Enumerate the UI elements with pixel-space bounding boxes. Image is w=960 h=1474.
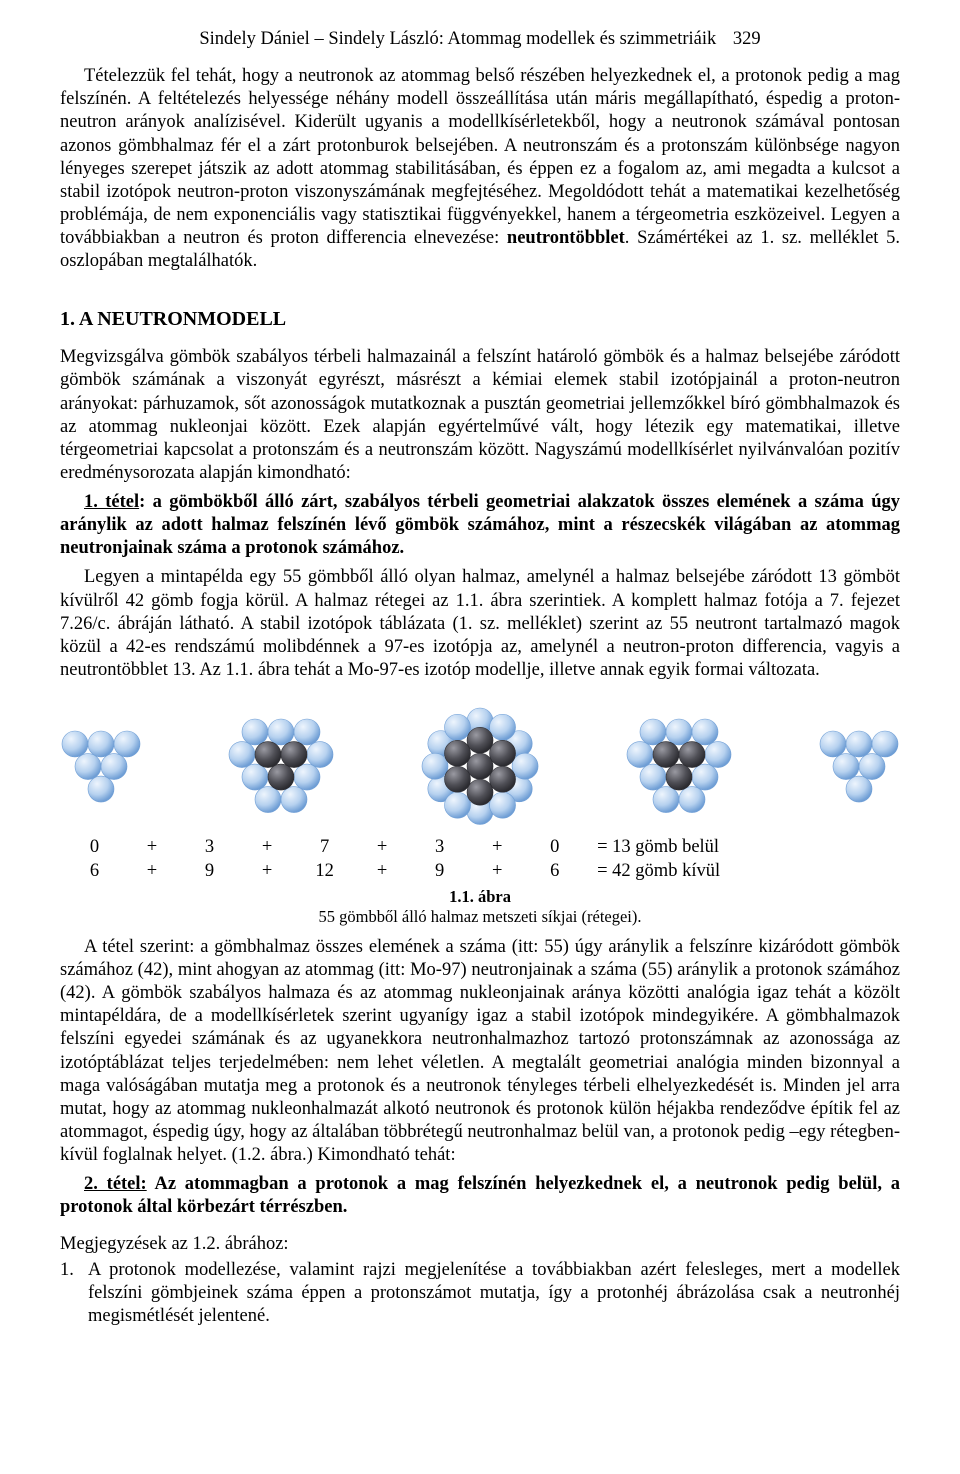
- plus-icon: +: [474, 860, 520, 883]
- plus-icon: +: [244, 836, 290, 859]
- plus-icon: +: [129, 836, 175, 859]
- running-header: Sindely Dániel – Sindely László: Atommag…: [60, 28, 900, 51]
- sphere-cluster-icon: [625, 717, 733, 815]
- inner-v1: 3: [175, 836, 244, 859]
- sphere-cluster-icon: [60, 729, 142, 804]
- inner-v0: 0: [60, 836, 129, 859]
- figure-caption: 1.1. ábra 55 gömbből álló halmaz metszet…: [60, 887, 900, 928]
- plus-icon: +: [244, 860, 290, 883]
- plus-icon: +: [359, 836, 405, 859]
- outer-v1: 9: [175, 860, 244, 883]
- outer-v3: 9: [405, 860, 474, 883]
- figure-caption-title: 1.1. ábra: [449, 887, 511, 906]
- running-header-text: Sindely Dániel – Sindely László: Atommag…: [199, 29, 716, 49]
- note-1: 1. A protonok modellezése, valamint rajz…: [60, 1259, 900, 1328]
- page-number: 329: [733, 28, 761, 51]
- figure-cluster: [818, 729, 900, 804]
- note-1-text: A protonok modellezése, valamint rajzi m…: [88, 1259, 900, 1328]
- figure-cluster: [420, 706, 540, 826]
- paragraph-intro-a: Tételezzük fel tehát, hogy a neutronok a…: [60, 66, 900, 248]
- thesis-1-text: : a gömbökből álló zárt, szabályos térbe…: [60, 492, 900, 558]
- inner-v4: 0: [520, 836, 589, 859]
- thesis-2: 2. tétel: Az atommagban a protonok a mag…: [60, 1173, 900, 1219]
- figure-caption-text: 55 gömbből álló halmaz metszeti síkjai (…: [318, 907, 641, 926]
- plus-icon: +: [129, 860, 175, 883]
- inner-v3: 3: [405, 836, 474, 859]
- plus-icon: +: [359, 860, 405, 883]
- paragraph-2: Megvizsgálva gömbök szabályos térbeli ha…: [60, 346, 900, 485]
- note-1-marker: 1.: [60, 1259, 88, 1328]
- thesis-1: 1. tétel: a gömbökből álló zárt, szabály…: [60, 491, 900, 560]
- sum-row-inner: 0 + 3 + 7 + 3 + 0 = 13 gömb belül: [60, 836, 900, 859]
- figure-cluster: [625, 717, 733, 815]
- term-neutrontobblet: neutrontöbblet: [507, 228, 625, 248]
- inner-result: = 13 gömb belül: [589, 836, 900, 859]
- outer-v0: 6: [60, 860, 129, 883]
- plus-icon: +: [474, 836, 520, 859]
- thesis-2-text: Az atommagban a protonok a mag felszínén…: [60, 1174, 900, 1217]
- outer-v4: 6: [520, 860, 589, 883]
- sum-row-outer: 6 + 9 + 12 + 9 + 6 = 42 gömb kívül: [60, 860, 900, 883]
- figure-1-1: 0 + 3 + 7 + 3 + 0 = 13 gömb belül 6 + 9 …: [60, 706, 900, 928]
- figure-cluster: [60, 729, 142, 804]
- figure-cluster: [227, 717, 335, 815]
- paragraph-intro: Tételezzük fel tehát, hogy a neutronok a…: [60, 65, 900, 273]
- outer-result: = 42 gömb kívül: [589, 860, 900, 883]
- notes-heading: Megjegyzések az 1.2. ábrához:: [60, 1233, 900, 1256]
- outer-v2: 12: [290, 860, 359, 883]
- paragraph-3: Legyen a mintapélda egy 55 gömbből álló …: [60, 566, 900, 682]
- paragraph-4: A tétel szerint: a gömbhalmaz összes ele…: [60, 936, 900, 1167]
- inner-v2: 7: [290, 836, 359, 859]
- thesis-2-label: 2. tétel:: [84, 1174, 147, 1194]
- sphere-cluster-icon: [818, 729, 900, 804]
- thesis-1-label: 1. tétel: [84, 492, 139, 512]
- sphere-cluster-icon: [420, 706, 540, 826]
- sphere-cluster-icon: [227, 717, 335, 815]
- section-heading-neutronmodell: 1. A NEUTRONMODELL: [60, 307, 900, 332]
